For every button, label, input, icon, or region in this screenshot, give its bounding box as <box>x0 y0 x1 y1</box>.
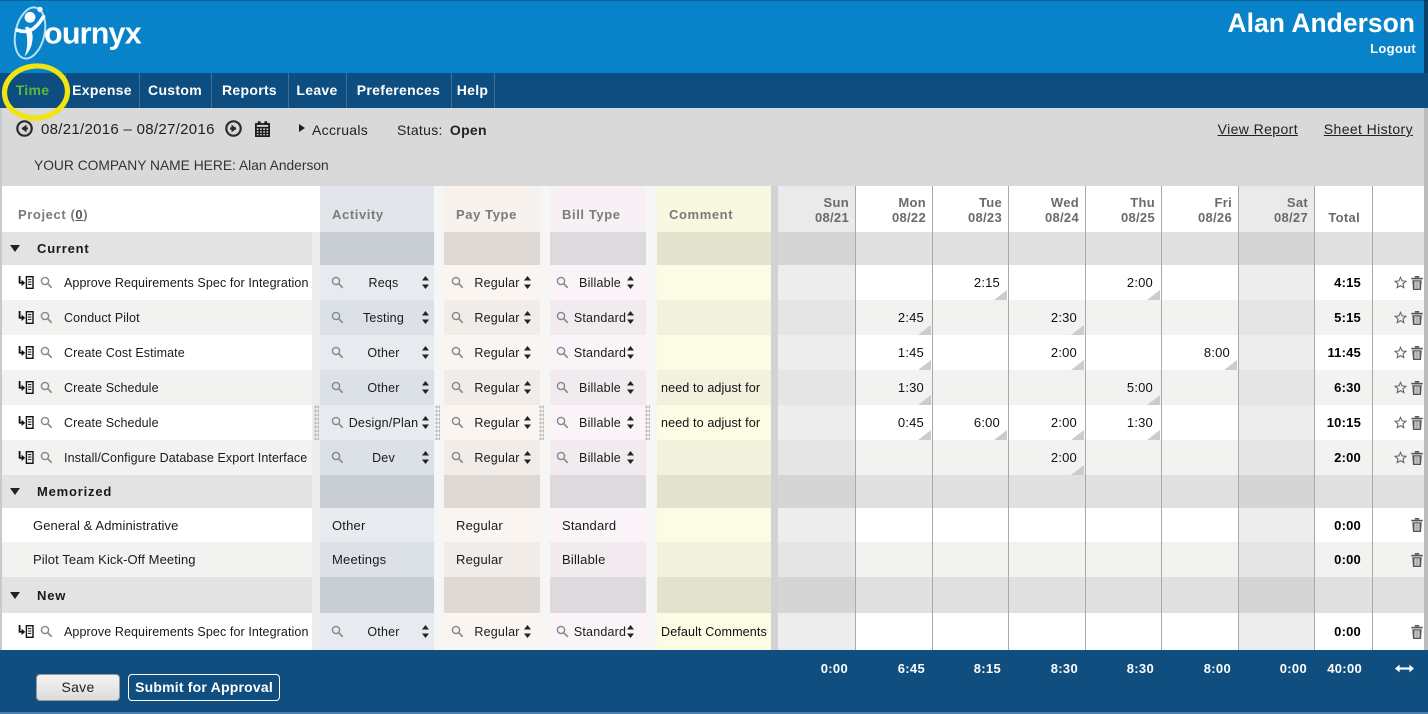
svg-text:ournyx: ournyx <box>44 17 142 51</box>
